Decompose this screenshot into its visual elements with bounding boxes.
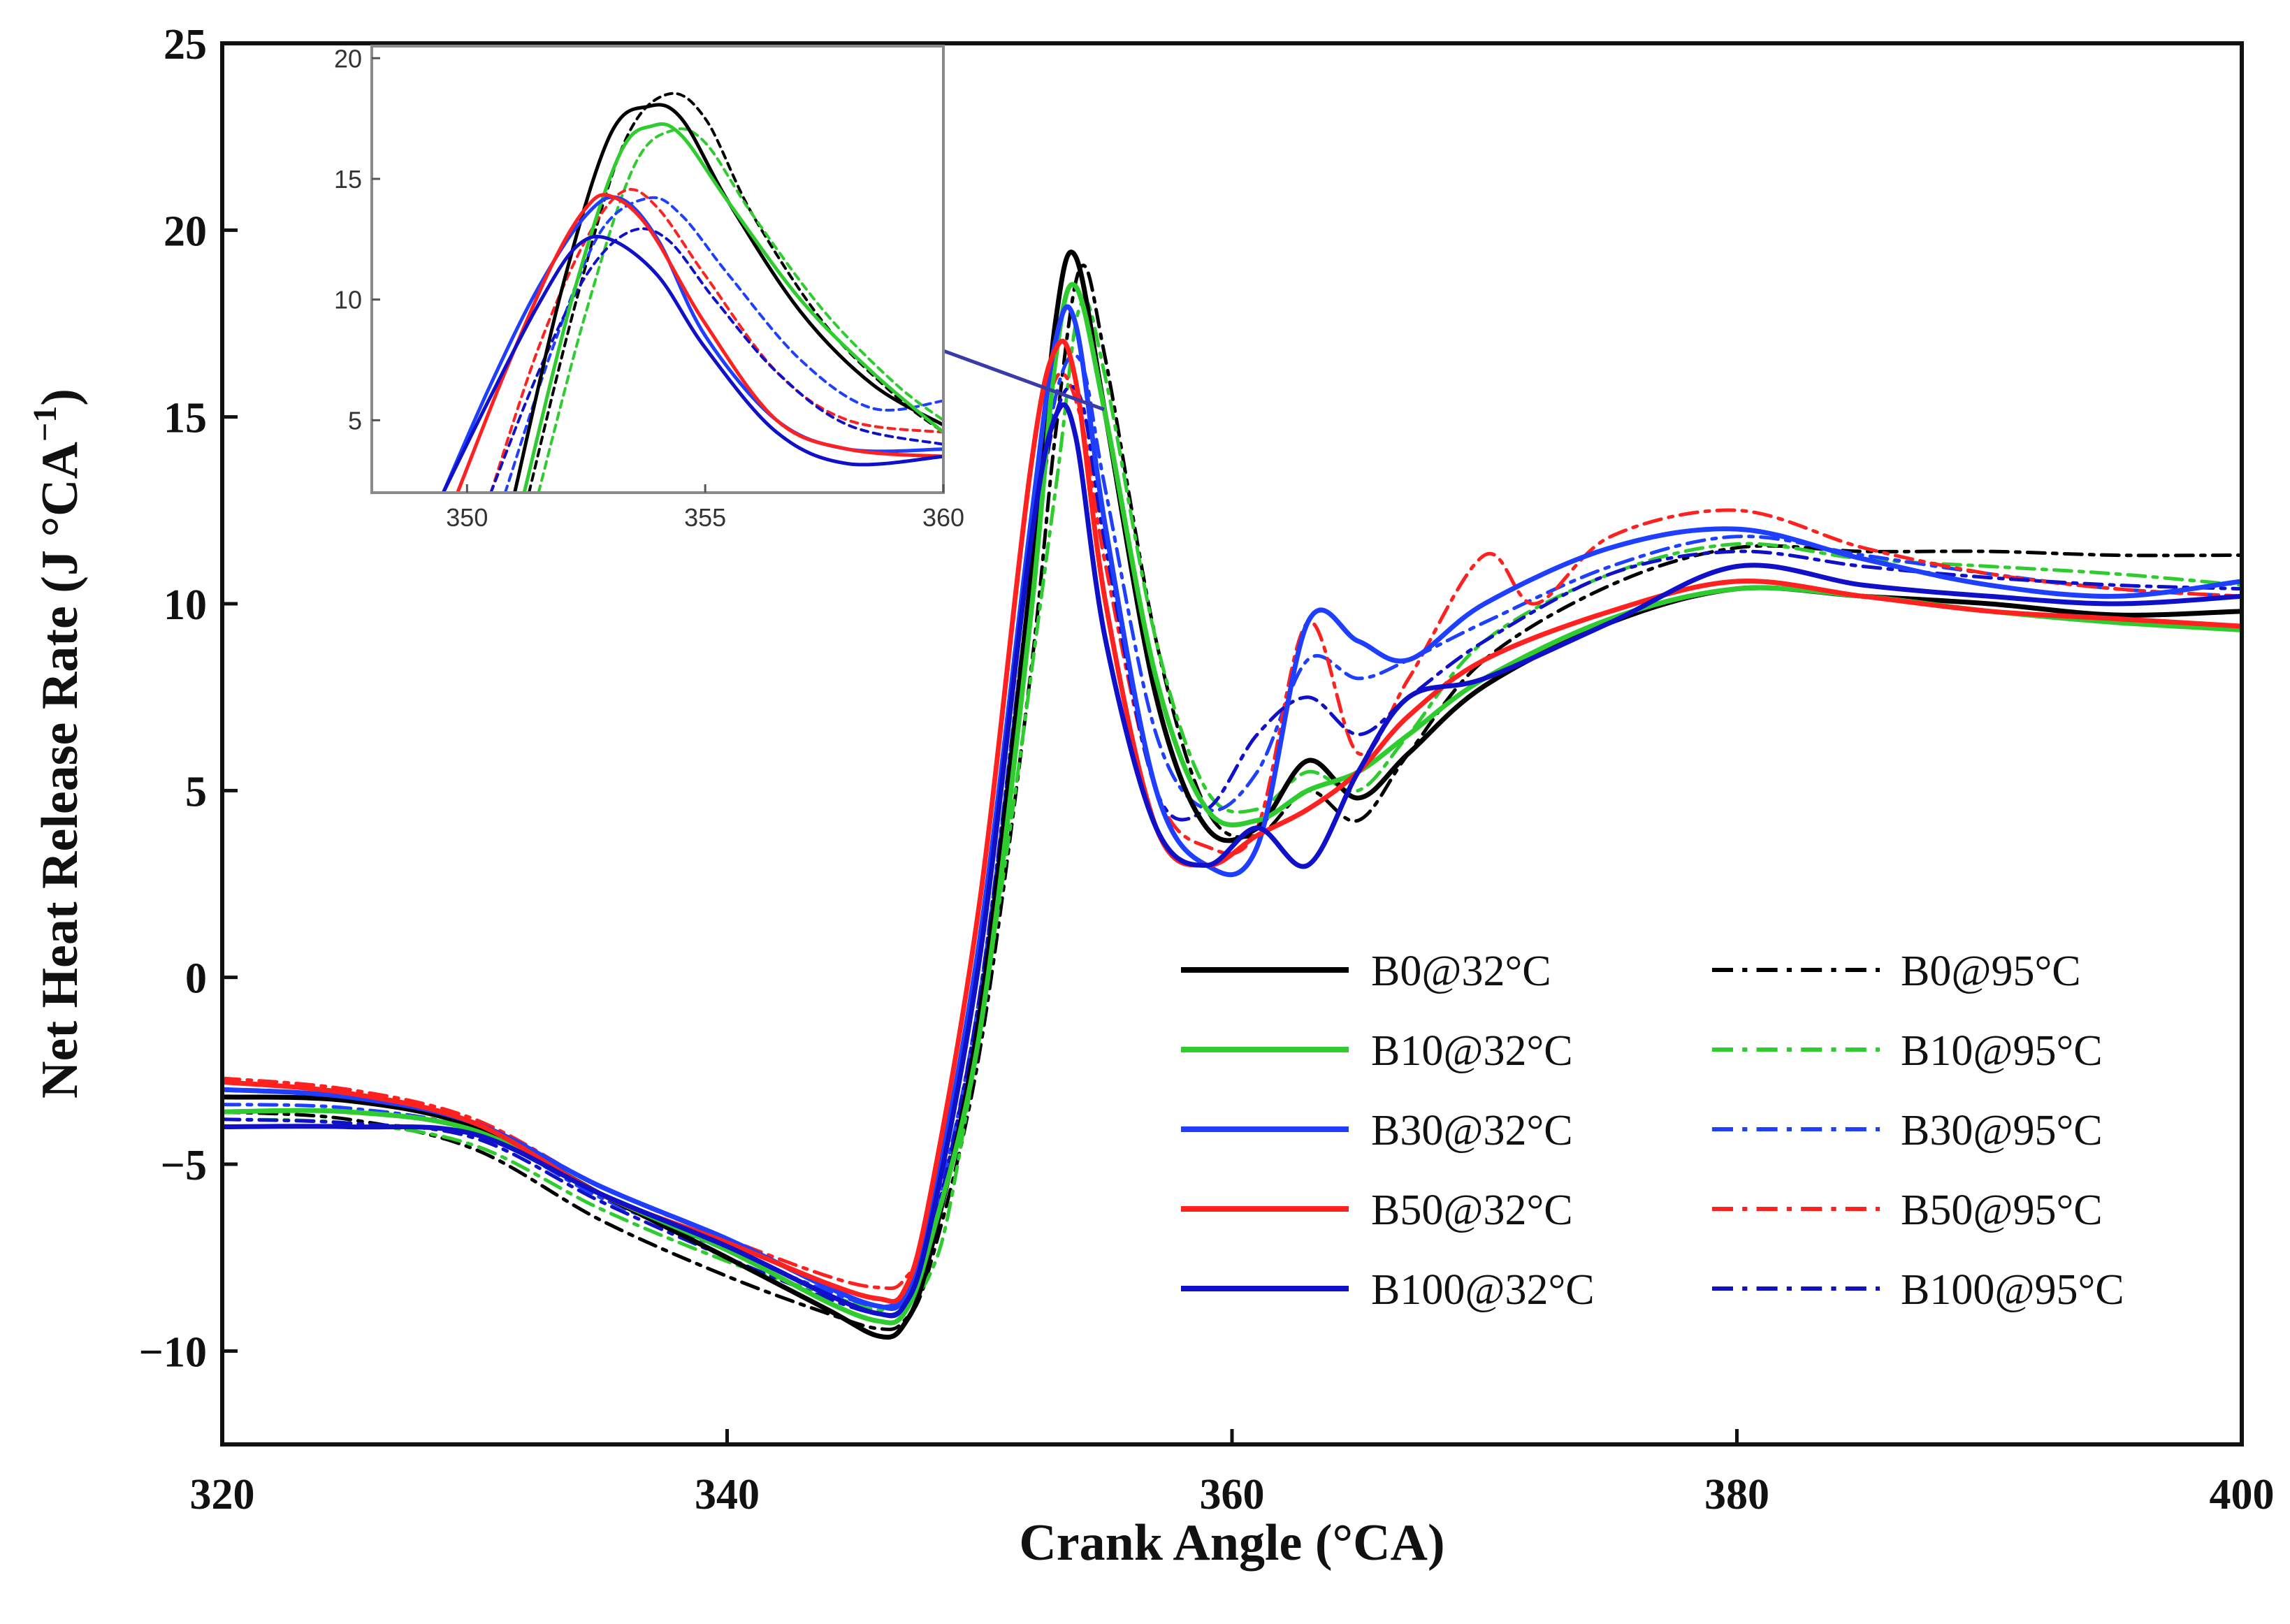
y-axis-title-main: Net Heat Release Rate (J °CA — [31, 442, 89, 1099]
x-tick-label: 320 — [190, 1471, 255, 1518]
y-tick-label: 0 — [185, 955, 207, 1003]
main-series-group — [222, 249, 2242, 1340]
inset-series-group — [441, 92, 943, 493]
inset-series-line-b100-32-c — [441, 234, 943, 493]
y-tick-label: 10 — [164, 581, 207, 629]
y-tick-label: 25 — [164, 21, 207, 68]
x-tick-label: 380 — [1704, 1471, 1769, 1518]
x-tick-label: 340 — [695, 1471, 760, 1518]
legend-label-b100-95-c: B100@95°C — [1901, 1266, 2124, 1314]
legend-label-b50-95-c: B50@95°C — [1901, 1187, 2103, 1234]
inset-axis-ticks: 350 355 360 5 10 15 20 — [334, 44, 964, 532]
y-tick-label: −10 — [139, 1328, 207, 1376]
series-line-b50-32-c — [222, 338, 2242, 1304]
inset-y-tick-label: 20 — [334, 44, 362, 73]
x-tick-label: 400 — [2210, 1471, 2275, 1518]
inset-x-tick-label: 355 — [684, 503, 726, 532]
inset-frame — [370, 45, 945, 494]
legend-label-b10-32-c: B10@32°C — [1371, 1027, 1573, 1075]
legend-label-b50-32-c: B50@32°C — [1371, 1187, 1573, 1234]
legend: B0@32°C B10@32°C B30@32°C B50@32°C B100@32°C… — [1181, 948, 2124, 1314]
inset-y-tick-label: 5 — [348, 406, 362, 435]
legend-label-b30-32-c: B30@32°C — [1371, 1107, 1573, 1154]
series-line-b0-95-c — [222, 263, 2242, 1331]
y-axis-title: Net Heat Release Rate (J °CA−1) — [27, 389, 89, 1099]
inset-x-tick-label: 360 — [922, 503, 964, 532]
inset-series-line-b10-95-c — [537, 127, 943, 493]
inset-y-tick-label: 10 — [334, 286, 362, 314]
inset-background — [372, 46, 943, 493]
series-line-b10-32-c — [222, 282, 2242, 1326]
inset-series-line-b0-32-c — [513, 103, 943, 493]
y-tick-label: 20 — [164, 208, 207, 255]
y-tick-label: −5 — [161, 1142, 207, 1189]
legend-label-b10-95-c: B10@95°C — [1901, 1027, 2103, 1075]
x-axis-title: Crank Angle (°CA) — [1019, 1514, 1444, 1572]
legend-label-b30-95-c: B30@95°C — [1901, 1107, 2103, 1154]
inset-series-line-b30-95-c — [503, 196, 943, 493]
legend-label-b0-95-c: B0@95°C — [1901, 948, 2081, 995]
legend-label-b100-32-c: B100@32°C — [1371, 1266, 1595, 1314]
inset-series-line-b50-95-c — [489, 188, 943, 493]
y-tick-label: 15 — [164, 395, 207, 442]
inset-y-tick-label: 15 — [334, 165, 362, 194]
legend-label-b0-32-c: B0@32°C — [1371, 948, 1551, 995]
series-line-b50-95-c — [222, 371, 2242, 1291]
inset-series-line-b10-32-c — [522, 122, 943, 493]
y-tick-label: 5 — [185, 768, 207, 815]
inset-x-tick-label: 350 — [446, 503, 488, 532]
y-axis-title-close: ) — [31, 389, 89, 406]
inset-plot: 350 355 360 5 10 15 20 — [334, 44, 964, 532]
x-tick-label: 360 — [1200, 1471, 1265, 1518]
main-axis-ticks: 320 340 360 380 400 −10 −5 0 5 10 15 20 25 — [139, 21, 2275, 1518]
series-line-b100-32-c — [222, 402, 2242, 1319]
y-axis-title-superscript: −1 — [27, 406, 64, 442]
